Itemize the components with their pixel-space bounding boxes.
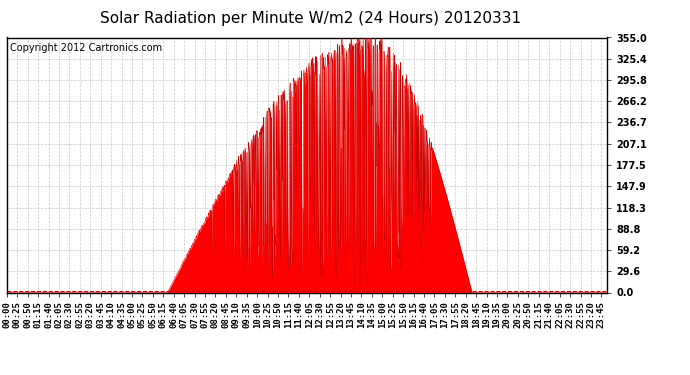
Text: Solar Radiation per Minute W/m2 (24 Hours) 20120331: Solar Radiation per Minute W/m2 (24 Hour… [100, 11, 521, 26]
Text: Copyright 2012 Cartronics.com: Copyright 2012 Cartronics.com [10, 43, 162, 52]
